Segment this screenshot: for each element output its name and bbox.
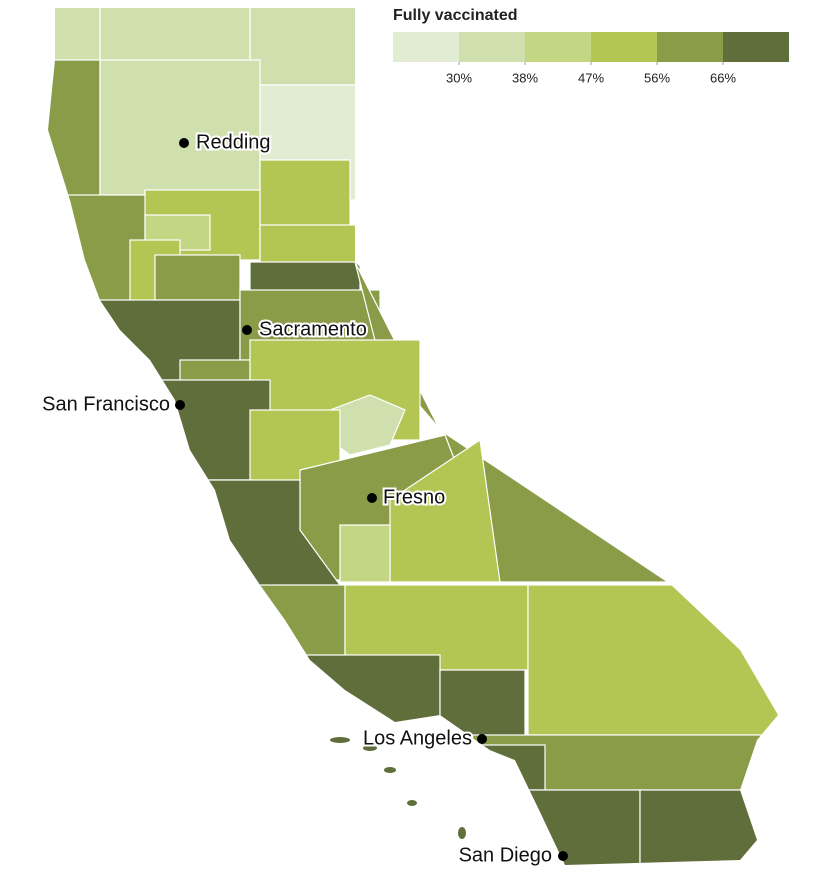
legend-tick-label: 56%: [644, 70, 670, 85]
city-dot: [477, 734, 487, 744]
county: [249, 8, 361, 86]
city-dot: [367, 493, 377, 503]
legend-tick-label: 66%: [710, 70, 736, 85]
city-label: Los Angeles: [363, 727, 472, 749]
legend-tick-label: 47%: [578, 70, 604, 85]
county: [154, 254, 241, 301]
city-label: Redding: [196, 131, 271, 153]
legend: Fully vaccinated 30% 38% 47% 56% 66%: [393, 7, 789, 85]
county: [527, 584, 778, 736]
city-label: Fresno: [383, 486, 445, 508]
county: [449, 734, 778, 791]
county: [479, 744, 546, 791]
legend-swatch: [525, 32, 591, 62]
city-label: San Diego: [459, 844, 552, 866]
legend-title: Fully vaccinated: [393, 7, 518, 24]
legend-swatch: [393, 32, 459, 62]
island: [458, 827, 466, 839]
city-dot: [179, 138, 189, 148]
county: [48, 194, 151, 311]
city-dot: [558, 851, 568, 861]
county: [639, 789, 778, 865]
legend-swatch: [591, 32, 657, 62]
island: [384, 767, 396, 773]
county: [48, 8, 101, 61]
island: [330, 737, 350, 743]
islands: [330, 737, 466, 839]
county: [48, 59, 101, 201]
legend-tick-label: 30%: [446, 70, 472, 85]
county: [339, 524, 391, 583]
island: [407, 800, 417, 806]
city-label: San Francisco: [42, 393, 170, 415]
legend-tick-label: 38%: [512, 70, 538, 85]
legend-swatch: [723, 32, 789, 62]
cities: Redding Sacramento San Francisco Fresno …: [40, 129, 568, 868]
island: [363, 745, 377, 751]
legend-swatch: [459, 32, 525, 62]
city-label: Sacramento: [259, 318, 367, 340]
county: [199, 584, 346, 661]
city-dot: [242, 325, 252, 335]
city-dot: [175, 400, 185, 410]
legend-swatch: [657, 32, 723, 62]
county: [99, 59, 261, 196]
